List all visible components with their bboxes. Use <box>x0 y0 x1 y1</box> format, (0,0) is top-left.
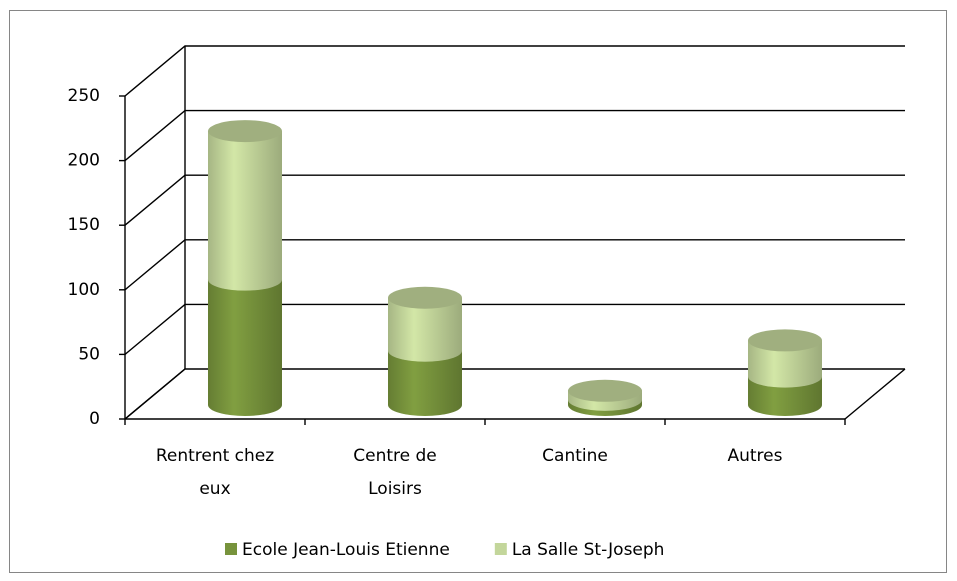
x-tick-label: Rentrent chez eux <box>156 446 274 499</box>
x-tick-label: Cantine <box>542 446 608 466</box>
cylinder-segment <box>208 131 282 291</box>
y-tick-label: 100 <box>68 280 100 300</box>
y-tick-label: 150 <box>68 215 100 235</box>
cylinder-top <box>388 286 462 309</box>
grid-line <box>124 109 905 162</box>
cylinder-segment <box>208 279 282 416</box>
chart-border <box>9 10 947 573</box>
cylinder-top <box>568 379 642 402</box>
legend-swatch <box>225 543 237 555</box>
cylinder-segment <box>388 297 462 362</box>
legend-label: Ecole Jean-Louis Etienne <box>242 540 450 560</box>
grid-line <box>124 239 905 291</box>
legend-label: La Salle St-Joseph <box>512 540 665 560</box>
grid-line <box>124 45 905 97</box>
y-tick-label: 250 <box>68 86 100 106</box>
x-tick-label: Centre de Loisirs <box>353 446 437 499</box>
cylinder-top <box>208 120 282 143</box>
y-tick-label: 200 <box>68 151 100 171</box>
cylinder-top <box>748 329 822 352</box>
grid-line <box>124 174 905 226</box>
y-tick-label: 50 <box>78 344 100 364</box>
grid-line <box>124 368 905 420</box>
legend-swatch <box>494 543 507 555</box>
cylinder-segment <box>748 340 822 388</box>
cylinder-segment <box>388 350 462 416</box>
floor-edge <box>844 368 906 420</box>
x-tick-label: Autres <box>727 446 782 466</box>
grid-line <box>124 303 905 355</box>
cylinder-segment <box>748 376 822 416</box>
y-tick-label: 0 <box>89 409 100 429</box>
